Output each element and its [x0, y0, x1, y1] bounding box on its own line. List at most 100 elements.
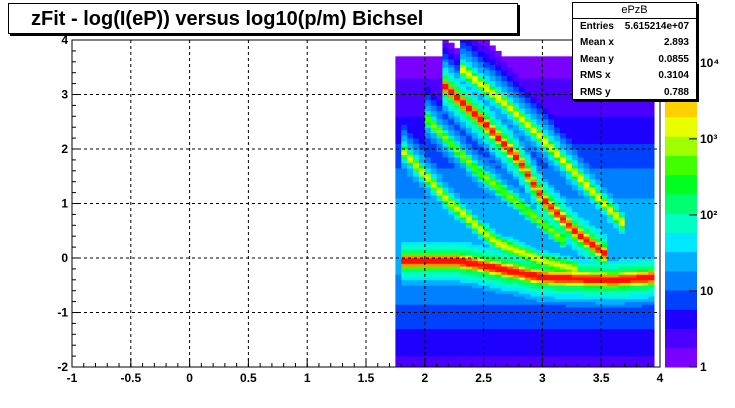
- heatmap-cell: [395, 102, 402, 106]
- heatmap-cell: [571, 165, 579, 169]
- heatmap-cell: [507, 211, 514, 215]
- heatmap-cell: [618, 208, 626, 213]
- heatmap-cell: [507, 342, 514, 346]
- heatmap-cell: [554, 187, 561, 191]
- heatmap-cell: [501, 119, 508, 123]
- heatmap-cell: [554, 249, 561, 253]
- heatmap-cell: [407, 140, 414, 144]
- heatmap-cell: [507, 249, 514, 253]
- heatmap-cell: [554, 162, 561, 166]
- heatmap-cell: [395, 290, 402, 294]
- heatmap-cell: [542, 285, 549, 289]
- heatmap-cell: [418, 317, 426, 322]
- heatmap-cell: [601, 219, 608, 223]
- heatmap-cell: [448, 274, 455, 278]
- heatmap-cell: [524, 119, 532, 123]
- heatmap-cell: [430, 320, 437, 324]
- heatmap-cell: [513, 119, 520, 123]
- heatmap-cell: [489, 342, 496, 346]
- heatmap-cell: [560, 173, 567, 177]
- heatmap-cell: [607, 312, 614, 316]
- heatmap-cell: [607, 260, 614, 264]
- heatmap-cell: [612, 157, 620, 161]
- heatmap-cell: [560, 277, 567, 281]
- heatmap-cell: [501, 337, 508, 341]
- heatmap-cell: [513, 146, 520, 150]
- heatmap-cell: [618, 149, 626, 153]
- heatmap-cell: [518, 309, 526, 313]
- heatmap-cell: [548, 61, 555, 65]
- heatmap-cell: [630, 110, 637, 114]
- heatmap-cell: [630, 282, 637, 286]
- heatmap-cell: [524, 121, 532, 125]
- heatmap-cell: [565, 59, 573, 63]
- heatmap-cell: [601, 195, 608, 199]
- heatmap-cell: [418, 247, 426, 251]
- heatmap-cell: [424, 157, 432, 161]
- heatmap-cell: [548, 312, 555, 316]
- heatmap-cell: [448, 45, 455, 49]
- heatmap-cell: [489, 69, 496, 74]
- heatmap-cell: [618, 146, 626, 150]
- heatmap-cell: [465, 342, 473, 346]
- heatmap-cell: [401, 356, 408, 360]
- heatmap-cell: [424, 287, 432, 292]
- heatmap-cell: [454, 113, 461, 117]
- heatmap-cell: [454, 121, 461, 125]
- heatmap-cell: [454, 217, 461, 221]
- heatmap-cell: [483, 331, 490, 335]
- heatmap-cell: [589, 176, 596, 180]
- heatmap-cell: [636, 192, 643, 196]
- heatmap-cell: [430, 337, 437, 341]
- heatmap-cell: [524, 146, 532, 150]
- heatmap-cell: [501, 108, 508, 112]
- heatmap-cell: [471, 200, 479, 204]
- heatmap-cell: [642, 353, 649, 357]
- heatmap-cell: [624, 258, 631, 262]
- heatmap-cell: [536, 263, 543, 267]
- heatmap-cell: [601, 208, 608, 213]
- heatmap-cell: [448, 154, 455, 158]
- heatmap-cell: [560, 258, 567, 262]
- heatmap-cell: [507, 258, 514, 262]
- heatmap-cell: [642, 124, 649, 128]
- heatmap-cell: [401, 165, 408, 169]
- heatmap-cell: [430, 181, 437, 185]
- heatmap-cell: [471, 230, 479, 234]
- heatmap-cell: [548, 116, 555, 120]
- heatmap-cell: [501, 187, 508, 191]
- heatmap-cell: [442, 165, 449, 169]
- heatmap-cell: [630, 140, 637, 144]
- heatmap-cell: [489, 45, 496, 49]
- heatmap-cell: [518, 228, 526, 232]
- heatmap-cell: [430, 97, 437, 101]
- heatmap-cell: [436, 200, 443, 204]
- heatmap-cell: [413, 75, 420, 79]
- heatmap-cell: [407, 328, 414, 332]
- heatmap-cell: [489, 59, 496, 63]
- heatmap-cell: [413, 91, 420, 95]
- heatmap-cell: [618, 230, 626, 234]
- heatmap-cell: [536, 211, 543, 215]
- heatmap-cell: [589, 143, 596, 147]
- heatmap-cell: [401, 198, 408, 202]
- heatmap-cell: [607, 364, 614, 368]
- heatmap-cell: [630, 353, 637, 357]
- heatmap-cell: [471, 99, 479, 104]
- heatmap-cell: [465, 263, 473, 267]
- heatmap-cell: [418, 282, 426, 286]
- heatmap-cell: [501, 168, 508, 172]
- heatmap-cell: [442, 157, 449, 161]
- heatmap-cell: [554, 61, 561, 65]
- heatmap-cell: [624, 219, 631, 223]
- heatmap-cell: [477, 228, 484, 232]
- heatmap-cell: [471, 277, 479, 281]
- heatmap-cell: [648, 353, 655, 357]
- heatmap-cell: [595, 165, 602, 169]
- heatmap-cell: [636, 127, 643, 131]
- heatmap-cell: [436, 140, 443, 144]
- heatmap-cell: [401, 301, 408, 305]
- heatmap-cell: [413, 334, 420, 338]
- heatmap-cell: [495, 241, 502, 245]
- heatmap-cell: [454, 356, 461, 360]
